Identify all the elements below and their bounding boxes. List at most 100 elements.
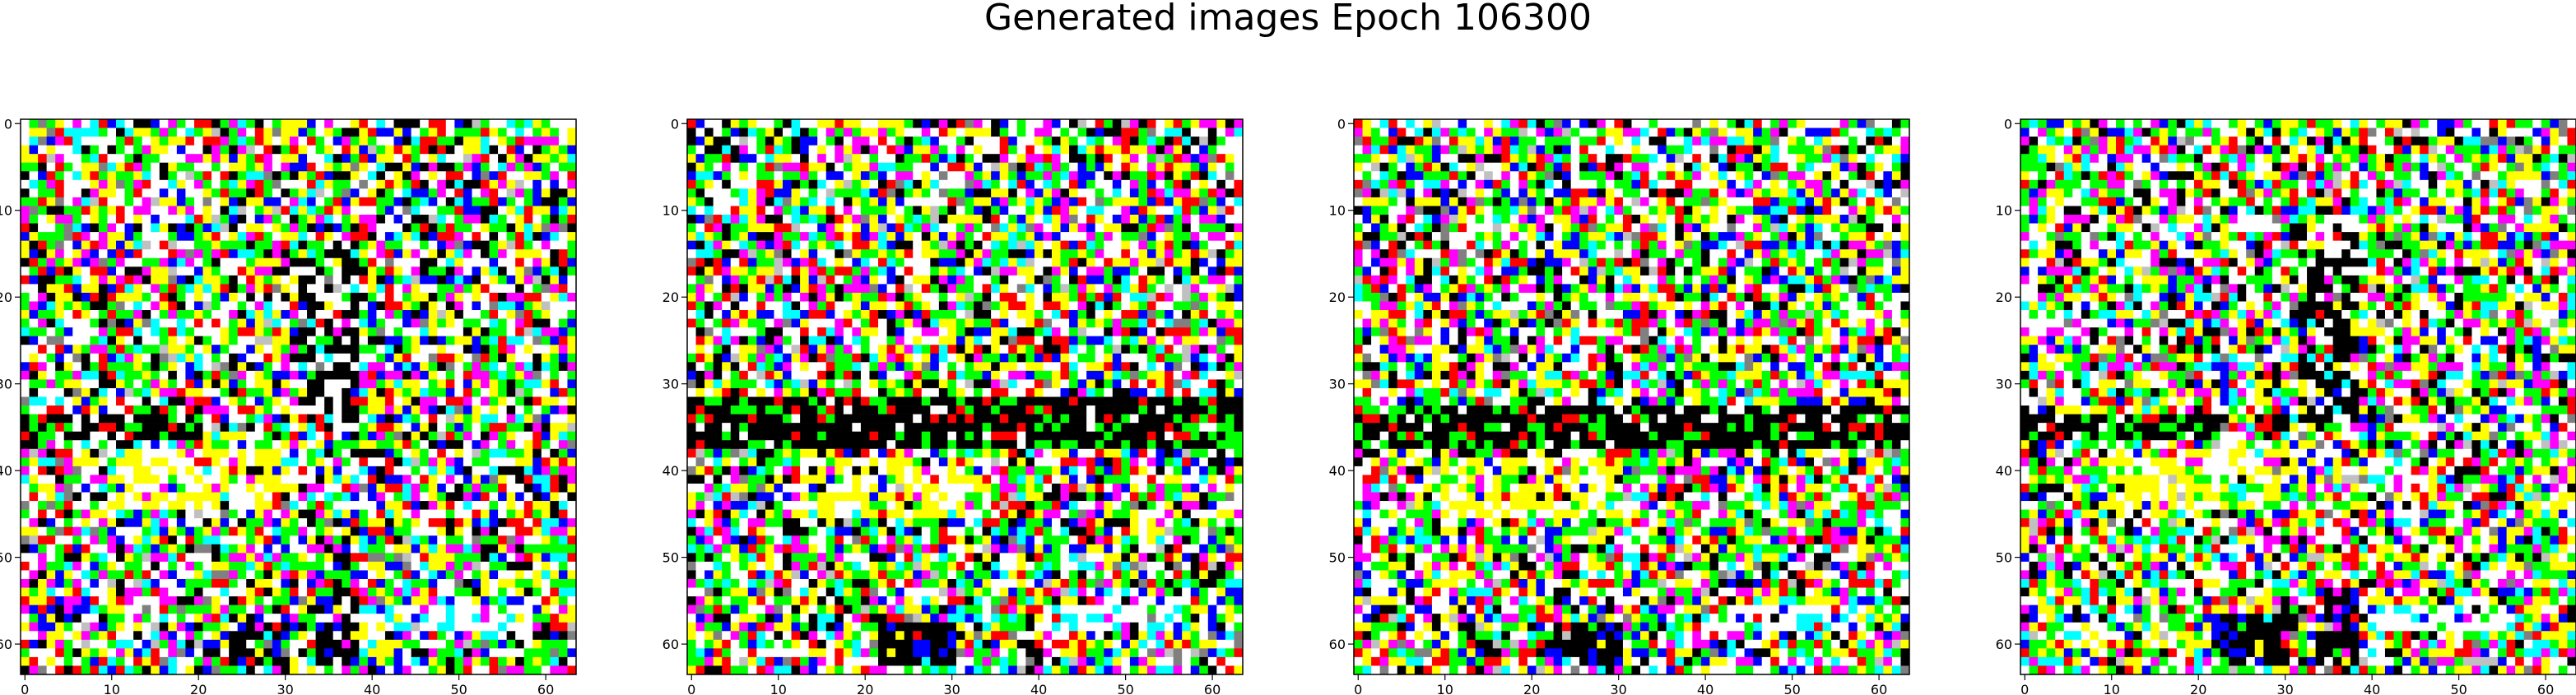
pixel-cell	[193, 614, 203, 623]
pixel-cell	[489, 145, 499, 155]
pixel-cell	[825, 137, 835, 146]
pixel-cell	[1060, 154, 1070, 164]
pixel-cell	[324, 188, 333, 198]
pixel-cell	[220, 257, 247, 267]
pixel-cell	[921, 127, 931, 137]
pixel-cell	[376, 284, 386, 294]
pixel-cell	[1060, 145, 1070, 155]
pixel-cell	[1077, 215, 1087, 224]
pixel-cell	[1234, 345, 1244, 354]
pixel-cell	[168, 223, 178, 233]
pixel-cell	[506, 448, 525, 458]
pixel-cell	[151, 275, 169, 285]
pixel-cell	[1104, 301, 1114, 311]
pixel-cell	[783, 275, 792, 285]
pixel-cell	[168, 301, 178, 311]
pixel-cell	[263, 162, 273, 172]
pixel-cell	[437, 179, 447, 189]
pixel-cell	[938, 318, 957, 328]
pixel-cell	[791, 223, 801, 233]
pixel-cell	[774, 292, 783, 302]
pixel-cell	[567, 457, 577, 467]
pixel-cell	[835, 145, 844, 155]
pixel-cell	[489, 423, 507, 432]
pixel-cell	[704, 215, 714, 224]
pixel-cell	[991, 301, 1000, 311]
pixel-cell	[263, 553, 273, 563]
pixel-cell	[90, 605, 100, 614]
pixel-cell	[229, 336, 238, 345]
pixel-cell	[445, 509, 455, 519]
pixel-cell	[289, 614, 299, 623]
pixel-cell	[1034, 188, 1044, 198]
pixel-cell	[151, 648, 160, 658]
pixel-cell	[81, 396, 91, 406]
pixel-cell	[687, 154, 696, 164]
pixel-cell	[480, 336, 490, 345]
pixel-cell	[1225, 206, 1235, 215]
pixel-cell	[687, 336, 696, 345]
pixel-cell	[350, 639, 360, 649]
pixel-cell	[913, 240, 923, 250]
pixel-cell	[307, 345, 316, 354]
pixel-cell	[420, 423, 430, 432]
pixel-cell	[1146, 284, 1156, 294]
pixel-cell	[315, 145, 325, 155]
pixel-cell	[1077, 240, 1087, 250]
pixel-cell	[142, 544, 151, 554]
pixel-cell	[1051, 137, 1061, 146]
pixel-cell	[176, 179, 186, 189]
pixel-cell	[402, 370, 412, 380]
pixel-cell	[1225, 284, 1235, 294]
pixel-cell	[350, 509, 360, 519]
pixel-cell	[202, 362, 212, 372]
pixel-cell	[21, 466, 30, 475]
pixel-cell	[315, 614, 333, 623]
pixel-cell	[21, 631, 39, 641]
pixel-cell	[107, 127, 117, 137]
pixel-cell	[289, 605, 299, 614]
pixel-cell	[550, 448, 560, 458]
pixel-cell	[202, 648, 221, 658]
pixel-cell	[142, 292, 151, 302]
pixel-cell	[1060, 223, 1070, 233]
x-tick-label: 0	[21, 682, 29, 695]
pixel-cell	[332, 223, 342, 233]
pixel-cell	[315, 206, 325, 215]
pixel-cell	[402, 215, 412, 224]
pixel-cell	[1129, 162, 1139, 172]
pixel-cell	[367, 518, 386, 528]
pixel-cell	[21, 145, 30, 155]
pixel-cell	[229, 345, 247, 354]
pixel-cell	[350, 353, 360, 363]
pixel-cell	[263, 622, 273, 632]
pixel-cell	[1165, 275, 1174, 285]
pixel-cell	[1182, 240, 1192, 250]
pixel-cell	[472, 587, 481, 597]
pixel-cell	[991, 257, 1000, 267]
pixel-cell	[974, 240, 983, 250]
pixel-cell	[229, 483, 247, 493]
pixel-cell	[359, 240, 369, 250]
pixel-cell	[722, 301, 732, 311]
pixel-cell	[124, 605, 142, 614]
pixel-cell	[999, 127, 1009, 137]
pixel-cell	[506, 240, 516, 250]
pixel-cell	[298, 396, 316, 406]
pixel-cell	[437, 327, 464, 336]
pixel-cell	[515, 414, 525, 424]
pixel-cell	[359, 215, 377, 224]
pixel-cell	[38, 345, 47, 354]
pixel-cell	[800, 232, 809, 241]
pixel-cell	[982, 345, 992, 354]
pixel-cell	[38, 336, 47, 345]
pixel-cell	[212, 614, 221, 623]
pixel-cell	[176, 197, 186, 206]
pixel-cell	[151, 614, 160, 623]
pixel-cell	[289, 561, 325, 571]
pixel-cell	[1025, 215, 1035, 224]
pixel-cell	[142, 362, 151, 372]
pixel-cell	[237, 327, 256, 336]
pixel-cell	[498, 587, 507, 597]
pixel-cell	[550, 648, 560, 658]
